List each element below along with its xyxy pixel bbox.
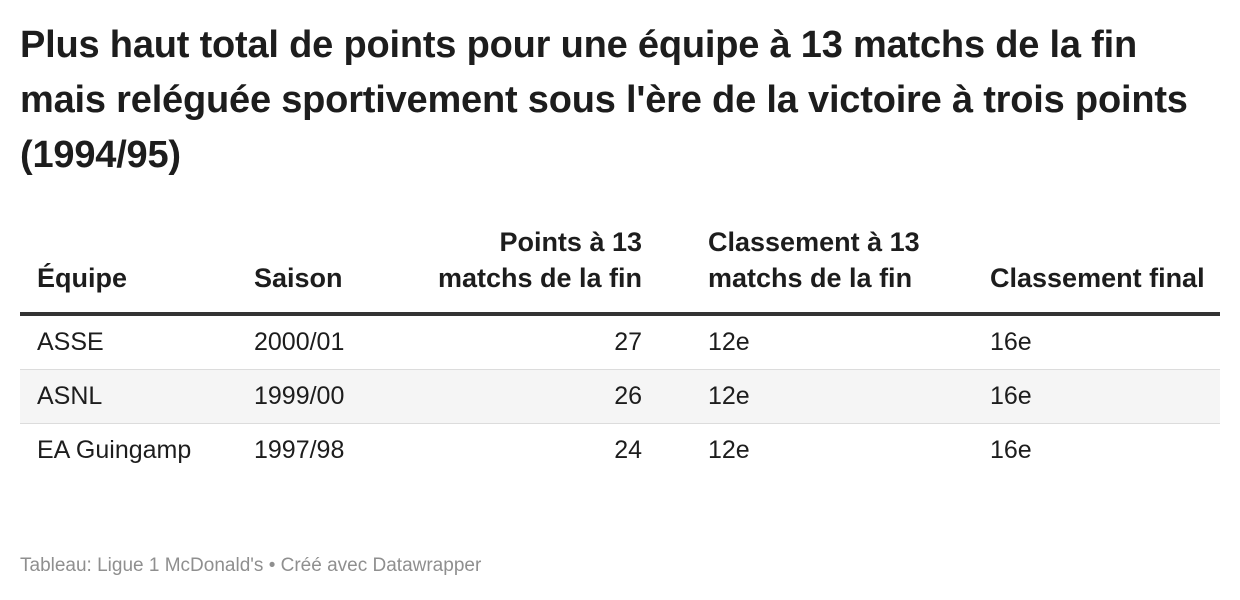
cell-saison: 2000/01 xyxy=(254,314,422,370)
source-label: Tableau: Ligue 1 McDonald's xyxy=(20,555,264,576)
column-header-classement-final: Classement final xyxy=(924,224,1220,316)
column-header-saison: Saison xyxy=(254,224,422,316)
footer-credits: Tableau: Ligue 1 McDonald's • Créé avec … xyxy=(20,555,481,577)
cell-equipe: ASNL xyxy=(20,369,254,424)
separator: • xyxy=(268,555,276,576)
cell-points: 26 xyxy=(422,369,642,424)
cell-equipe: ASSE xyxy=(20,314,254,370)
cell-equipe: EA Guingamp xyxy=(20,423,254,477)
cell-classement-final: 16e xyxy=(924,314,1220,370)
column-header-equipe: Équipe xyxy=(20,224,254,316)
column-header-points: Points à 13 matchs de la fin xyxy=(422,224,642,316)
table-row: ASNL 1999/00 26 12e 16e xyxy=(20,369,1220,424)
cell-classement-13: 12e xyxy=(642,314,924,370)
table-header-row: Équipe Saison Points à 13 matchs de la f… xyxy=(20,224,1220,316)
datawrapper-credit: Créé avec Datawrapper xyxy=(280,555,482,576)
page-title: Plus haut total de points pour une équip… xyxy=(20,24,1188,176)
cell-classement-13: 12e xyxy=(642,369,924,424)
cell-classement-13: 12e xyxy=(642,423,924,477)
cell-points: 24 xyxy=(422,423,642,477)
cell-classement-final: 16e xyxy=(924,369,1220,424)
cell-saison: 1997/98 xyxy=(254,423,422,477)
cell-saison: 1999/00 xyxy=(254,369,422,424)
cell-classement-final: 16e xyxy=(924,423,1220,477)
table-row: ASSE 2000/01 27 12e 16e xyxy=(20,314,1220,370)
table-row: EA Guingamp 1997/98 24 12e 16e xyxy=(20,423,1220,477)
cell-points: 27 xyxy=(422,314,642,370)
column-header-classement-13: Classement à 13 matchs de la fin xyxy=(642,224,924,316)
data-table: Équipe Saison Points à 13 matchs de la f… xyxy=(20,224,1220,477)
